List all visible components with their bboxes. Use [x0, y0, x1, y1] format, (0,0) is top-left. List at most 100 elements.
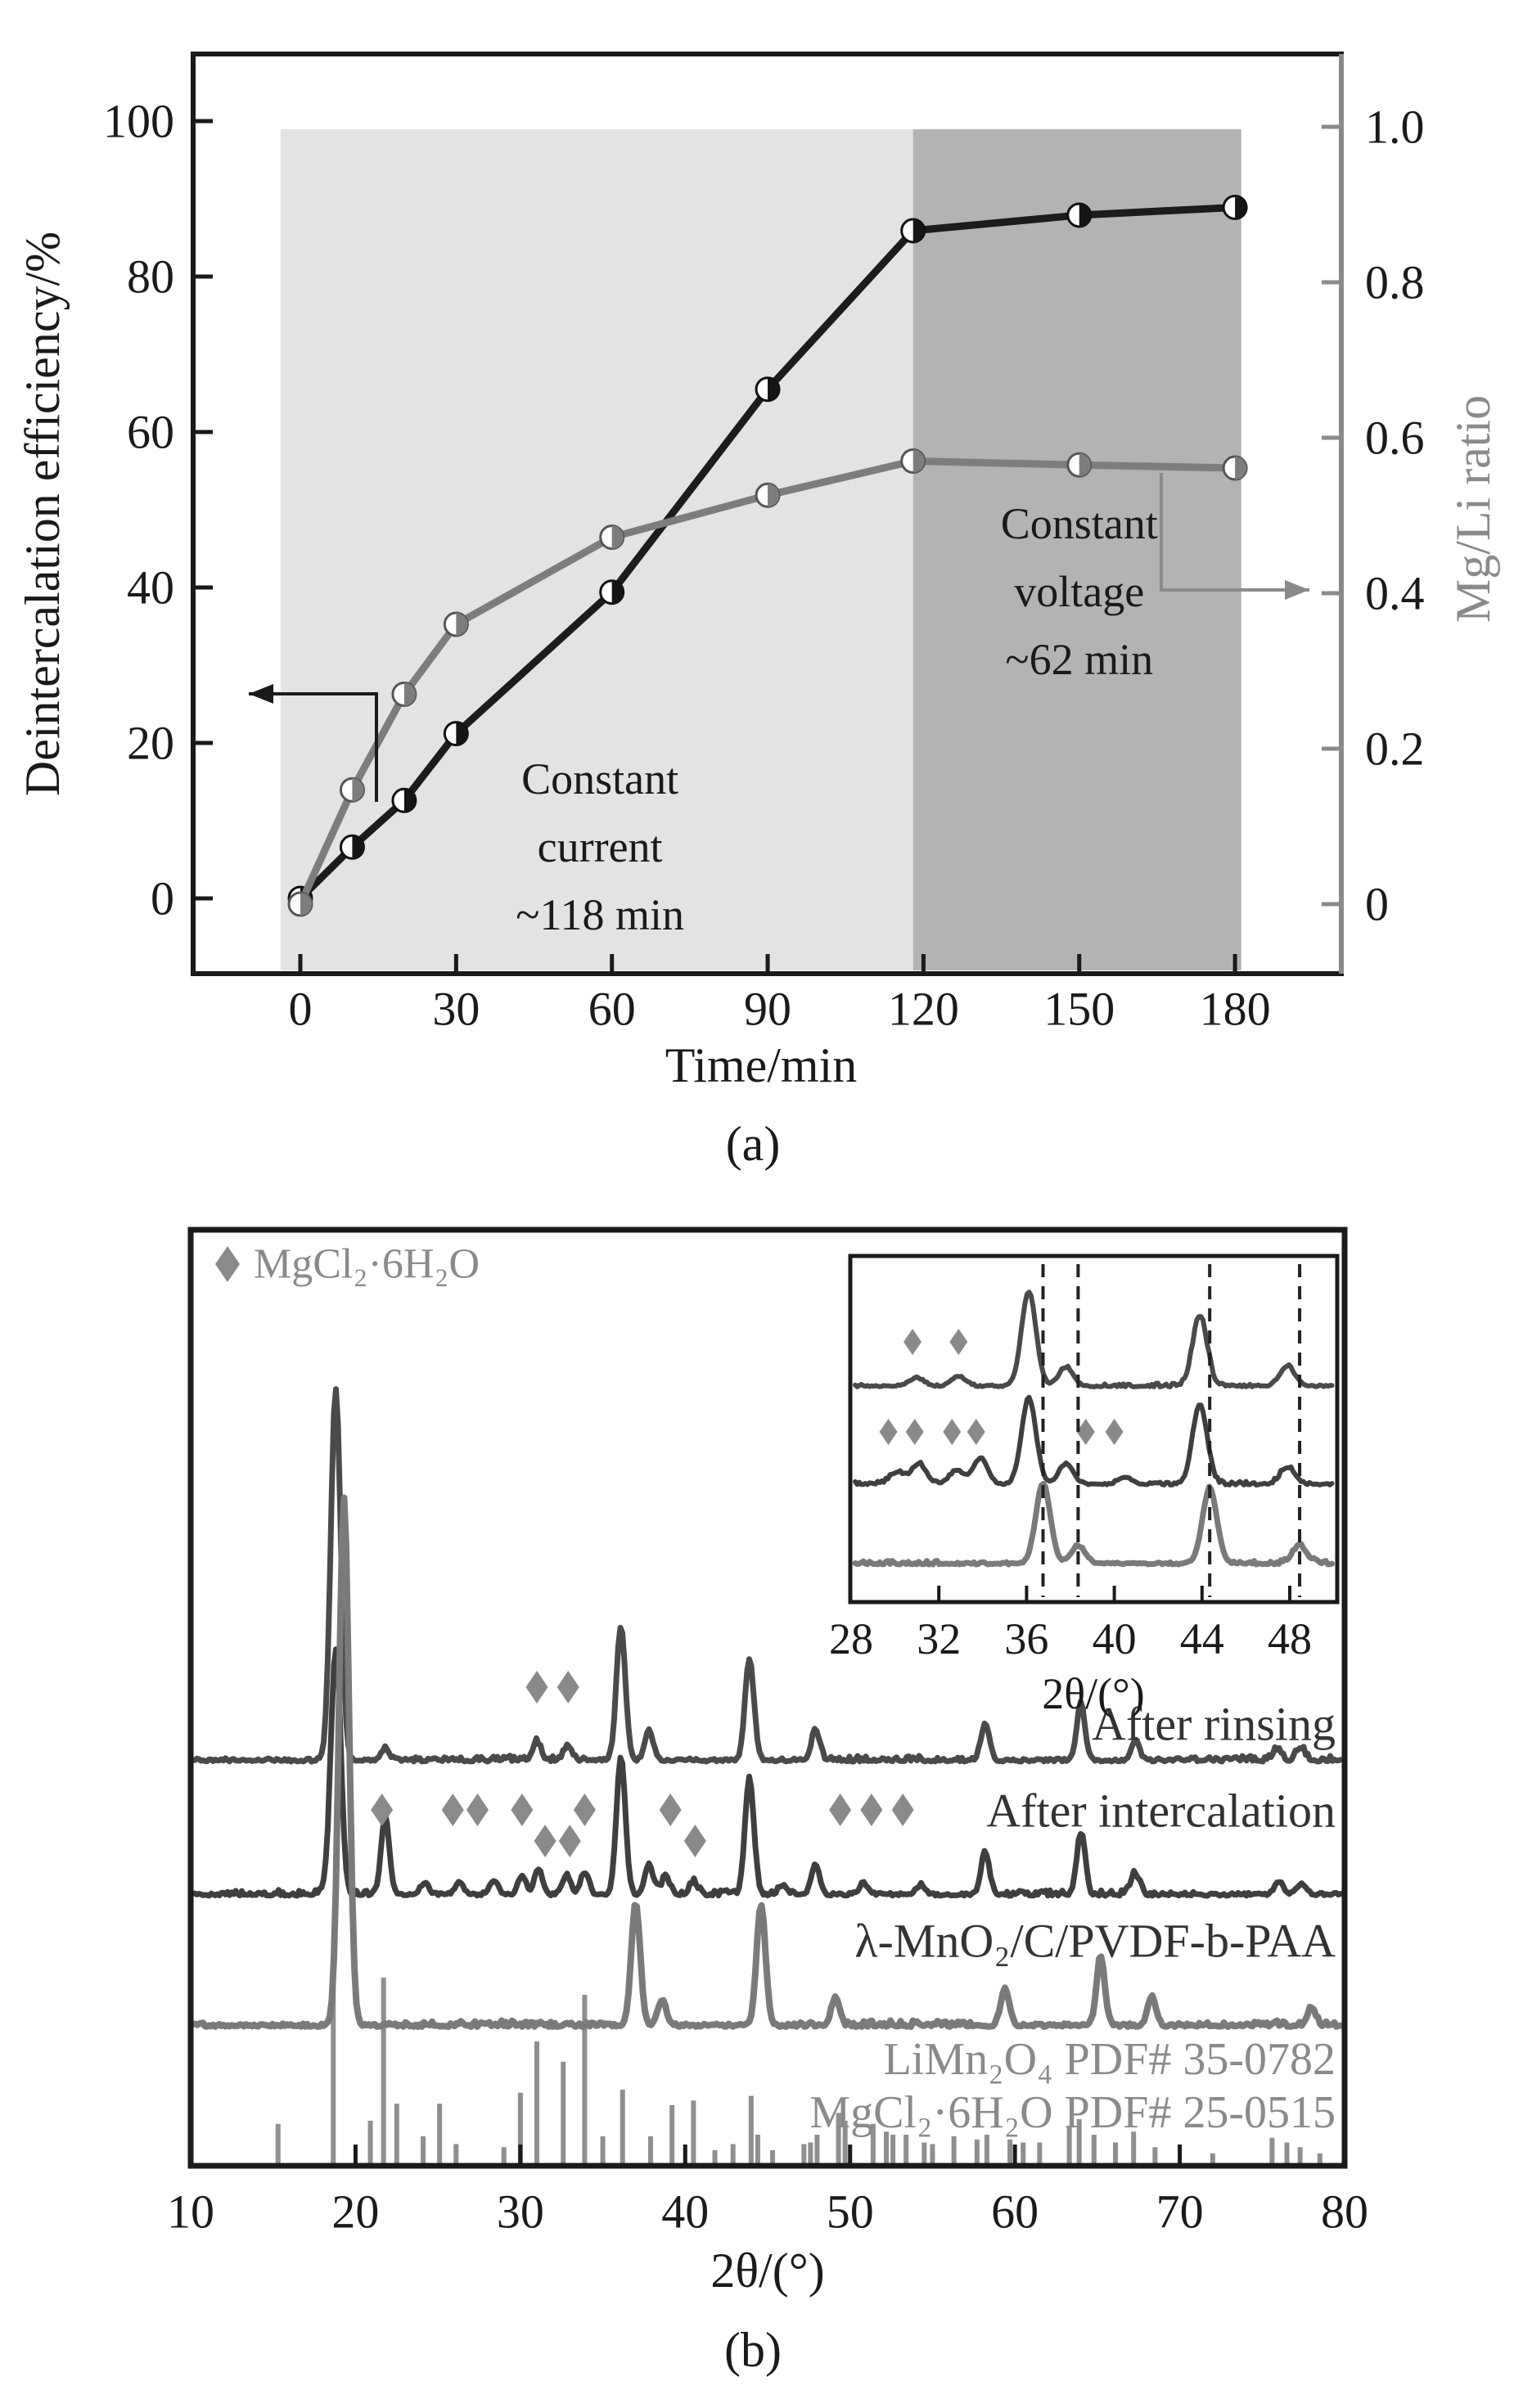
data-point-marker-half [768, 484, 780, 507]
left-axis-tick-label: 60 [127, 406, 174, 459]
left-axis-tick-label: 80 [127, 250, 174, 304]
xrd-trace-after-rinsing [192, 1386, 1344, 1765]
inset-diamond-icon [905, 1419, 924, 1445]
inset-diamond-icon [1105, 1419, 1124, 1445]
inset-x-axis-tick-label: 28 [829, 1614, 873, 1663]
axis-pointer-arrow-line [249, 692, 378, 802]
x-axis-tick-label: 60 [991, 2185, 1039, 2239]
mgcl2-marker-diamond-icon [556, 1671, 579, 1704]
data-point-marker-half [352, 778, 364, 802]
inset-diamond-icon [967, 1419, 985, 1445]
inset-trace-lambda-mno2 [852, 1480, 1335, 1568]
data-point-marker-half [912, 218, 925, 242]
mgcl2-marker-diamond-icon [573, 1794, 596, 1826]
inset-x-axis-tick-label: 36 [1004, 1614, 1048, 1663]
region-annotation-line: voltage [1014, 567, 1144, 616]
legend-diamond-icon [215, 1246, 240, 1282]
right-axis-tick-label: 0.8 [1365, 256, 1425, 309]
x-axis-tick-label: 90 [744, 983, 791, 1036]
left-axis-tick-label: 100 [103, 95, 174, 148]
panel-b-inset-xaxis-title: 2θ/(°) [1042, 1669, 1144, 1718]
left-axis-tick-label: 40 [127, 561, 174, 614]
panel-a-chart: 0 20 40 60 80 100 0 30 60 90 120 150 180 0 0.2 0.4 0.6 0.… [16, 52, 1500, 1171]
axis-pointer-arrow-line [1160, 473, 1309, 592]
data-point-marker-half [403, 789, 416, 812]
x-axis-tick-label: 70 [1156, 2185, 1204, 2239]
x-axis-tick-label: 150 [1043, 983, 1115, 1036]
inset-x-axis-tick-label: 48 [1268, 1614, 1312, 1663]
data-point-marker-half [768, 377, 780, 401]
data-point-marker-half [611, 580, 624, 604]
x-axis-tick-label: 50 [827, 2185, 874, 2239]
right-axis-tick-label: 1.0 [1365, 101, 1425, 154]
inset-frame-bg [848, 1254, 1340, 1605]
panel-b-chart: 10 20 30 40 50 60 70 80 28 32 36 40 44 48 MgCl₂·6H₂O… [167, 1227, 1368, 2377]
panel-b-xaxis-title: 2θ/(°) [710, 2244, 824, 2298]
mgcl2-marker-diamond-icon [891, 1794, 914, 1826]
inset-diamond-icon [949, 1329, 968, 1355]
mgcl2-marker-diamond-icon [860, 1794, 883, 1826]
x-axis-tick-label: 0 [289, 983, 313, 1036]
mgcl2-marker-diamond-icon [659, 1794, 682, 1826]
mgcl2-marker-diamond-icon [371, 1794, 394, 1826]
mgcl2-marker-diamond-icon [829, 1794, 852, 1826]
right-axis-tick-label: 0.6 [1365, 412, 1425, 465]
trace-label-after-intercalation: After intercalation [986, 1785, 1336, 1838]
x-axis-tick-label: 60 [588, 983, 636, 1036]
mgcl2-marker-diamond-icon [441, 1794, 464, 1826]
mgcl2-marker-diamond-icon [466, 1794, 489, 1826]
inset-diamond-icon [903, 1329, 922, 1355]
trace-label-after-rinsing: After rinsing [1092, 1698, 1336, 1751]
panel-a-curves [287, 194, 1248, 917]
plot-frame [187, 1227, 1348, 2169]
mgcl2-marker-diamond-icon [511, 1794, 534, 1826]
right-axis-tick-label: 0.2 [1365, 722, 1425, 776]
panel-a-xaxis-title: Time/min [665, 1038, 858, 1092]
x-axis-tick-label: 10 [167, 2185, 214, 2239]
x-axis-tick-label: 40 [661, 2185, 709, 2239]
inset-x-axis-tick-label: 44 [1180, 1614, 1224, 1663]
panel-a-annotations: Constant current ~118 min Constant voltage ~6… [249, 473, 1309, 939]
xrd-trace-after-intercalation [192, 1646, 1344, 1899]
inset-x-axis-tick-label: 32 [917, 1614, 961, 1663]
reference-label-limn2o4: LiMn₂O₄ PDF# 35-0782 [884, 2034, 1336, 2085]
inset-diamond-icon [1076, 1419, 1095, 1445]
arrowhead-icon [1285, 580, 1309, 600]
inset-frame [848, 1254, 1340, 1605]
panel-b-legend-label: MgCl₂·6H₂O [254, 1241, 480, 1288]
inset-x-axis-tick-label: 40 [1093, 1614, 1137, 1663]
region-annotation-line: Constant [521, 754, 678, 803]
data-point-marker-half [1079, 203, 1091, 227]
panel-b-caption: (b) [724, 2323, 782, 2377]
panel-b-main-plot: 10 20 30 40 50 60 70 80 [167, 1227, 1368, 2239]
panel-a-left-axis-title: Deintercalation efficiency/% [16, 232, 70, 796]
panel-a-axes: 0 20 40 60 80 100 0 30 60 90 120 150 180 0 0.2 0.4 0.6 0.… [103, 52, 1425, 1036]
phase-region-constant-voltage [912, 129, 1241, 970]
data-point-marker-half [611, 525, 624, 549]
region-annotation-line: current [538, 822, 663, 871]
panel-b-inset-plot: 28 32 36 40 44 48 [829, 1254, 1340, 1663]
x-axis-tick-label: 20 [331, 2185, 379, 2239]
region-annotation-line: Constant [1001, 499, 1158, 548]
right-axis-tick-label: 0.4 [1365, 567, 1425, 620]
right-axis-tick-label: 0 [1365, 878, 1389, 931]
panel-a-caption: (a) [726, 1117, 781, 1171]
x-axis-tick-label: 180 [1200, 983, 1271, 1036]
data-point-marker-half [403, 682, 416, 706]
data-point-marker-half [1235, 196, 1247, 219]
mgcl2-marker-diamond-icon [558, 1825, 581, 1857]
left-axis-tick-label: 20 [127, 717, 174, 770]
region-annotation-line: ~118 min [516, 890, 684, 939]
inset-diamond-icon [943, 1419, 962, 1445]
data-point-marker-half [352, 835, 364, 859]
mgcl2-marker-diamond-icon [683, 1825, 706, 1857]
panel-a-regions [280, 129, 1241, 970]
data-point-marker-half [1235, 457, 1247, 480]
mgcl2-marker-diamond-icon [525, 1671, 548, 1704]
x-axis-tick-label: 30 [432, 983, 480, 1036]
xrd-trace-lambda-mno2 [192, 1494, 1344, 2030]
arrowhead-icon [249, 684, 273, 704]
trace-label-lambda-mno2: λ-MnO₂/C/PVDF-b-PAA [854, 1915, 1336, 1968]
inset-diamond-icon [879, 1419, 898, 1445]
